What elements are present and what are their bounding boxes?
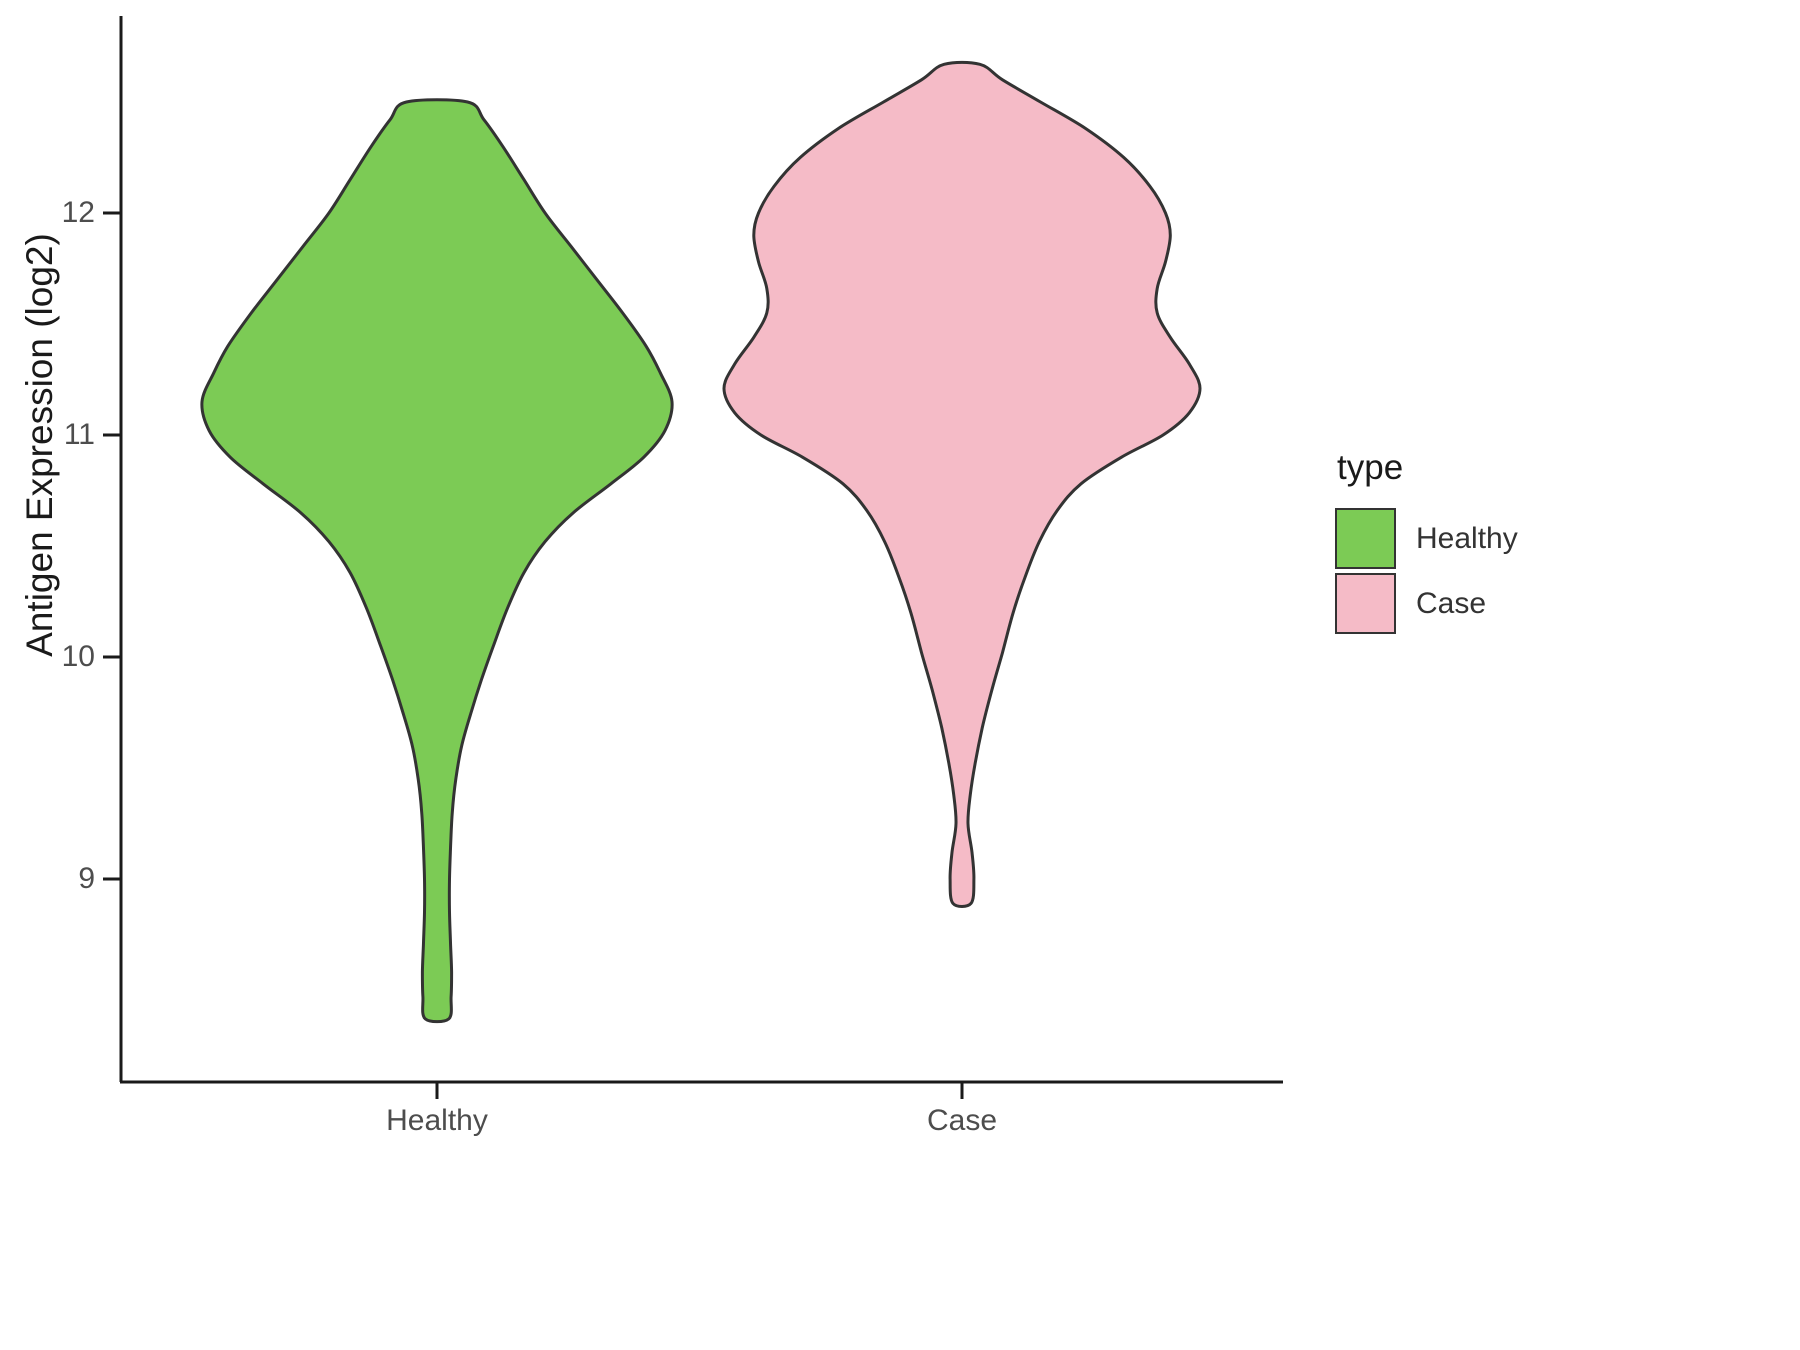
legend-label-case: Case (1416, 586, 1487, 620)
legend: type Healthy Case (1335, 448, 1635, 636)
legend-label-healthy: Healthy (1416, 521, 1518, 555)
axes (103, 16, 1283, 1099)
violin-healthy (200, 98, 674, 1024)
y-tick-label-10: 10 (61, 640, 95, 673)
y-axis-title: Antigen Expression (log2) (19, 233, 60, 657)
legend-swatch-case (1335, 573, 1396, 634)
legend-item-healthy: Healthy (1335, 506, 1635, 571)
violin-case (722, 60, 1202, 908)
y-tick-label-11: 11 (63, 418, 95, 451)
x-tick-label-healthy: Healthy (386, 1104, 488, 1137)
x-tick-label-case: Case (926, 1104, 998, 1137)
legend-title: type (1337, 448, 1404, 487)
legend-item-case: Case (1335, 571, 1635, 636)
legend-swatch-healthy (1335, 508, 1396, 569)
y-tick-label-12: 12 (61, 196, 95, 229)
y-tick-label-9: 9 (78, 862, 95, 895)
